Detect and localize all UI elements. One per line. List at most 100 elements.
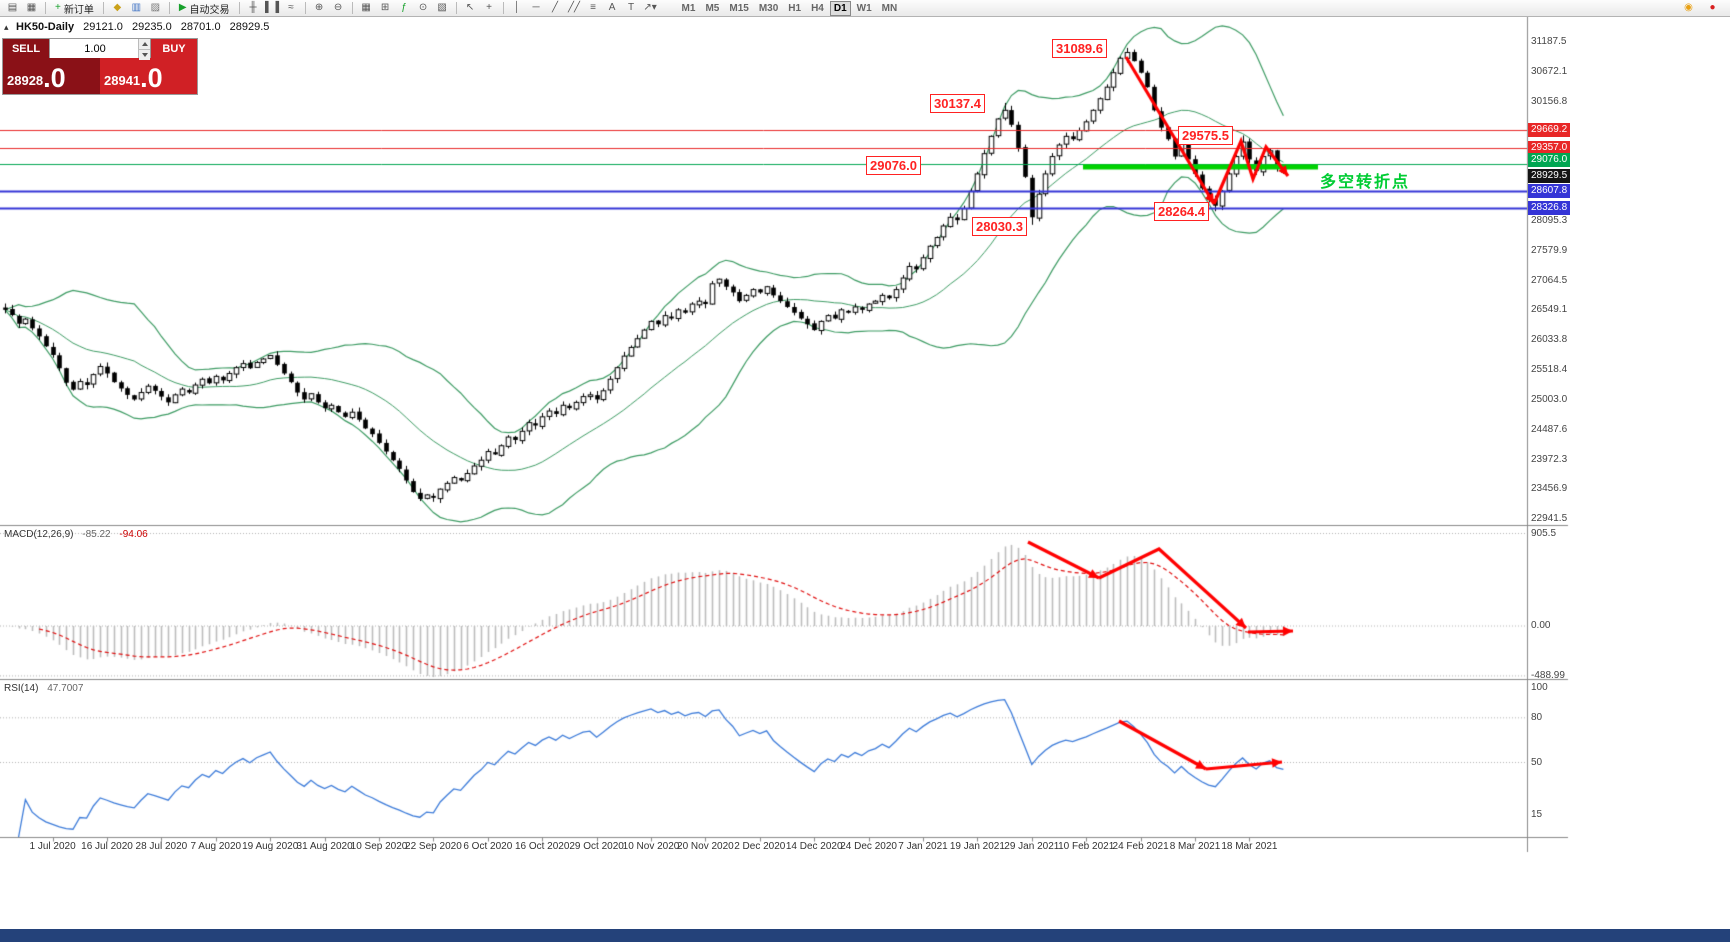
play-icon: ▶: [178, 2, 187, 13]
grid-icon: ▦: [361, 2, 371, 13]
line-chart-icon: ≈: [288, 2, 294, 13]
vertical-line-icon[interactable]: │: [509, 1, 526, 16]
plus-icon: +: [55, 2, 61, 13]
new-order-button[interactable]: + 新订单: [51, 1, 98, 16]
sell-button[interactable]: SELL: [3, 39, 49, 58]
trade-prices-row: 28928.0 28941.0: [3, 58, 197, 94]
sell-price[interactable]: 28928.0: [3, 58, 100, 94]
community-icon[interactable]: ◉: [1680, 1, 1697, 16]
macd-name: MACD(12,26,9): [4, 529, 74, 540]
community-icon: ◉: [1684, 2, 1693, 13]
fibonacci-icon: ≡: [590, 2, 596, 13]
fibonacci-icon[interactable]: ≡: [585, 1, 602, 16]
toolbar-right: ◉ ●: [1679, 1, 1722, 16]
sell-price-pips: .0: [43, 63, 66, 93]
cursor-icon: ↖: [465, 2, 475, 13]
timeframe-m5[interactable]: M5: [705, 2, 720, 14]
trendline-icon[interactable]: ╱: [547, 1, 564, 16]
notifications-icon[interactable]: ●: [1704, 1, 1721, 16]
tile-windows-icon: ⊞: [380, 2, 390, 13]
volume-increase-button[interactable]: [139, 39, 150, 50]
candlestick-chart-icon[interactable]: ▌▐: [264, 1, 281, 16]
autotrading-button-label: 自动交易: [189, 4, 230, 16]
bar-chart-icon: ╫: [249, 2, 257, 13]
timeframe-m15[interactable]: M15: [729, 2, 749, 14]
macd-indicator-label: MACD(12,26,9) -85.22 -94.06: [4, 529, 148, 540]
notifications-icon: ●: [1709, 2, 1716, 13]
zoom-in-icon: ⊕: [314, 2, 324, 13]
timeframe-h1[interactable]: H1: [788, 2, 802, 14]
high-value: 29235.0: [131, 21, 172, 33]
macd-signal-value: -94.06: [119, 529, 148, 540]
channel-icon: ╱╱: [568, 2, 581, 13]
chart-profiles-icon: ▦: [26, 2, 37, 13]
chart-profiles-icon[interactable]: ▦: [23, 1, 40, 16]
bar-chart-icon[interactable]: ╫: [245, 1, 262, 16]
text-label-icon: T: [627, 2, 635, 13]
volume-decrease-button[interactable]: [139, 50, 150, 60]
toolbar-separator: [304, 2, 306, 14]
cursor-icon[interactable]: ↖: [462, 1, 479, 16]
status-bar: [0, 929, 1730, 942]
toolbar-separator: [351, 2, 353, 14]
zoom-out-icon: ⊖: [333, 2, 343, 13]
terminal-icon[interactable]: ▨: [147, 1, 164, 16]
horizontal-line-icon[interactable]: ─: [528, 1, 545, 16]
trade-controls-row: SELL BUY: [3, 39, 197, 60]
timeframe-m30[interactable]: M30: [758, 2, 779, 14]
toolbar-separator: [455, 2, 457, 14]
indicators-icon[interactable]: ƒ: [396, 1, 413, 16]
timeframe-w1[interactable]: W1: [856, 2, 872, 14]
timeframe-group: M1 M5 M15 M30 H1 H4 D1 W1 MN: [678, 0, 902, 16]
close-value: 28929.5: [229, 21, 270, 33]
toolbar-separator: [502, 2, 504, 14]
vertical-line-icon: │: [513, 2, 521, 13]
timeframe-h4[interactable]: H4: [811, 2, 824, 14]
arrows-icon: ↗▾: [643, 2, 657, 13]
templates-icon: ▧: [437, 2, 447, 13]
market-watch-icon[interactable]: ▥: [128, 1, 145, 16]
buy-price-pips: .0: [140, 63, 163, 93]
open-value: 29121.0: [83, 21, 123, 33]
templates-icon[interactable]: ▧: [434, 1, 451, 16]
rsi-value: 47.7007: [47, 683, 84, 694]
new-chart-icon: ▤: [7, 2, 18, 13]
toolbar: ▤ ▦ + 新订单 ◆ ▥ ▨ ▶ 自动交易 ╫ ▌▐ ≈ ⊕ ⊖ ▦ ⊞ ƒ ⊙ ▧ ↖ + │ ─ ╱ ╱╱ ≡ A T ↗▾ M1 M…: [0, 0, 1730, 17]
timeframe-mn[interactable]: MN: [881, 2, 898, 14]
candlestick-chart-icon: ▌▐: [264, 2, 280, 13]
collapse-triangle-icon[interactable]: ▴: [4, 22, 9, 32]
zoom-in-icon[interactable]: ⊕: [311, 1, 328, 16]
grid-icon[interactable]: ▦: [358, 1, 375, 16]
crosshair-icon: +: [486, 2, 492, 13]
low-value: 28701.0: [180, 21, 221, 33]
buy-price[interactable]: 28941.0: [100, 58, 197, 94]
timeframe-d1[interactable]: D1: [829, 0, 851, 16]
text-label-icon[interactable]: T: [623, 1, 640, 16]
trendline-icon: ╱: [552, 2, 559, 13]
autotrading-button[interactable]: ▶ 自动交易: [175, 1, 234, 16]
periods-icon[interactable]: ⊙: [415, 1, 432, 16]
line-chart-icon[interactable]: ≈: [283, 1, 300, 16]
volume-input[interactable]: [50, 39, 150, 58]
toolbar-separator: [45, 2, 46, 14]
channel-icon[interactable]: ╱╱: [566, 1, 583, 16]
terminal-icon: ▨: [150, 2, 161, 13]
text-icon: A: [608, 2, 616, 13]
timeframe-m1[interactable]: M1: [681, 2, 696, 14]
symbol-period-label: HK50-Daily: [16, 21, 75, 33]
crosshair-icon[interactable]: +: [481, 1, 498, 16]
metaeditor-icon[interactable]: ◆: [109, 1, 126, 16]
arrows-icon[interactable]: ↗▾: [642, 1, 659, 16]
zoom-out-icon[interactable]: ⊖: [330, 1, 347, 16]
new-order-button-label: 新订单: [63, 4, 94, 16]
tile-windows-icon[interactable]: ⊞: [377, 1, 394, 16]
new-chart-icon[interactable]: ▤: [4, 1, 21, 16]
market-watch-icon: ▥: [131, 2, 142, 13]
buy-button[interactable]: BUY: [151, 39, 197, 58]
toolbar-separator: [168, 2, 170, 14]
macd-value: -85.22: [82, 529, 111, 540]
rsi-indicator-label: RSI(14) 47.7007: [4, 683, 83, 694]
text-icon[interactable]: A: [604, 1, 621, 16]
